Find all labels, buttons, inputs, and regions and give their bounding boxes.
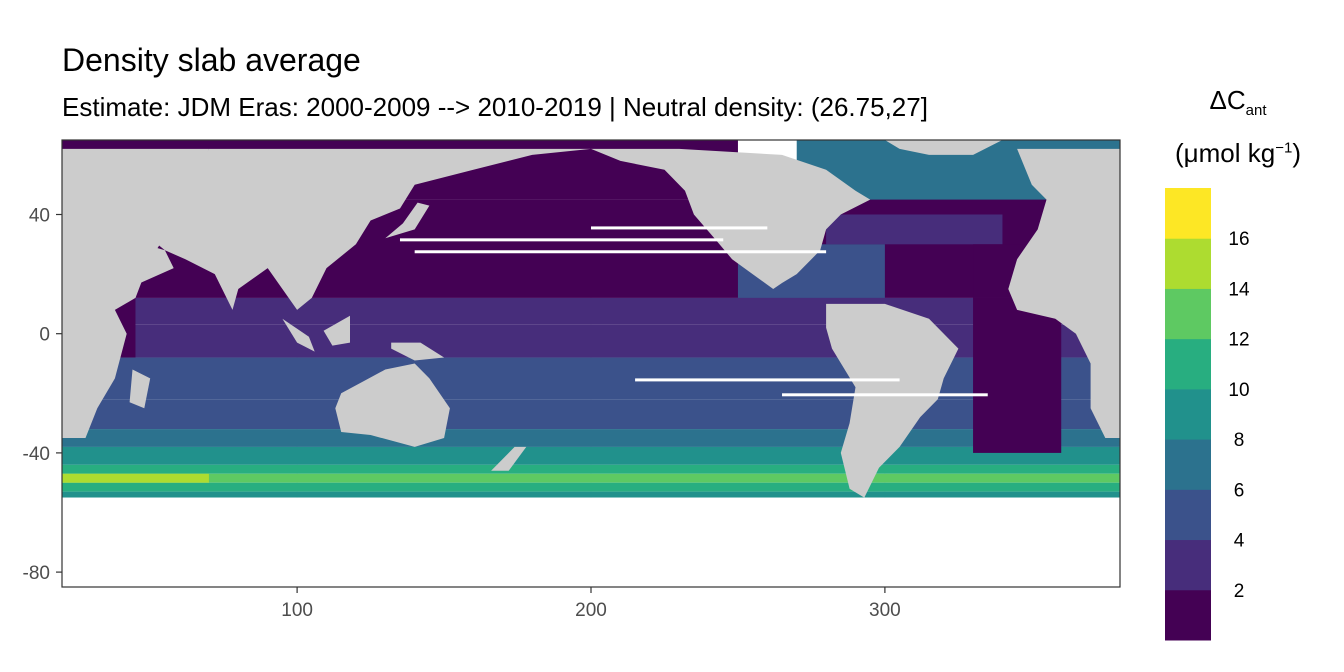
value-band	[62, 357, 1120, 400]
legend-break-label: 14	[1228, 279, 1250, 300]
x-tick-label: 300	[869, 600, 901, 621]
no-data-streak	[399, 238, 724, 242]
land-polygon	[391, 342, 445, 361]
land-polygon	[150, 148, 591, 310]
legend-colorbar: 2 4 6 8 10 12 14 16	[1165, 188, 1250, 641]
no-data-streak	[782, 393, 988, 397]
y-tick-label: 40	[29, 206, 50, 227]
land-polygon	[385, 202, 430, 239]
no-data-south	[62, 497, 1120, 587]
y-tick-label: -80	[23, 563, 50, 584]
value-band	[62, 491, 1120, 498]
land-polygon	[120, 244, 174, 289]
no-data-streak	[591, 226, 768, 230]
legend-title: ΔCant	[1158, 85, 1318, 119]
y-tick-label: 0	[39, 325, 50, 346]
legend-break-label: 2	[1234, 581, 1245, 602]
value-band	[62, 429, 1120, 447]
legend-bin	[1165, 589, 1211, 641]
land-polygon	[129, 369, 151, 409]
x-axis: 100 200 300	[281, 587, 901, 621]
legend-bin	[1165, 338, 1211, 390]
chart-title: Density slab average	[62, 42, 361, 78]
legend-break-label: 4	[1234, 531, 1245, 552]
land-polygon	[282, 318, 315, 352]
no-data-streak	[414, 250, 827, 254]
legend-break-label: 12	[1228, 330, 1249, 351]
legend-bin	[1165, 238, 1211, 289]
legend-unit-prefix: (μmol kg	[1175, 138, 1276, 168]
legend-unit: (μmol kg−1)	[1158, 138, 1318, 169]
y-tick-label: -40	[23, 444, 50, 465]
value-band	[62, 473, 209, 483]
legend-break-label: 10	[1228, 380, 1249, 401]
legend-bin	[1165, 439, 1211, 490]
land-polygon	[335, 363, 450, 447]
legend-break-label: 8	[1234, 430, 1245, 451]
legend-bin	[1165, 288, 1211, 340]
legend-bin	[1165, 188, 1211, 239]
value-band	[62, 297, 1120, 325]
value-band	[62, 399, 1120, 430]
value-band	[62, 464, 1120, 474]
land-polygon	[884, 140, 1003, 155]
x-tick-label: 200	[575, 600, 607, 621]
legend-unit-exponent: −1	[1275, 139, 1293, 157]
land-polygon	[323, 315, 350, 346]
land-polygon	[1008, 148, 1120, 438]
x-tick-label: 100	[281, 600, 313, 621]
land-polygon	[826, 303, 959, 498]
value-band	[62, 473, 1120, 483]
legend-bin	[1165, 388, 1211, 440]
land-polygon	[591, 148, 871, 289]
value-band	[62, 324, 1120, 358]
legend-title-subscript: ant	[1245, 102, 1267, 120]
value-band	[62, 446, 1120, 465]
no-data-gaps	[62, 226, 1120, 587]
legend-title-main: ΔC	[1209, 85, 1246, 115]
legend-break-label: 16	[1228, 229, 1249, 250]
y-axis: 40 0 -40 -80	[23, 206, 62, 584]
no-data-streak	[635, 378, 900, 382]
legend-break-label: 6	[1234, 480, 1245, 501]
legend-bin	[1165, 539, 1211, 591]
legend-bin	[1165, 489, 1211, 541]
chart-subtitle: Estimate: JDM Eras: 2000-2009 --> 2010-2…	[62, 92, 928, 122]
land-polygon	[491, 446, 527, 471]
legend-unit-suffix: )	[1292, 138, 1301, 168]
value-band	[62, 482, 1120, 492]
value-band	[973, 297, 1062, 453]
value-band	[826, 214, 1003, 245]
